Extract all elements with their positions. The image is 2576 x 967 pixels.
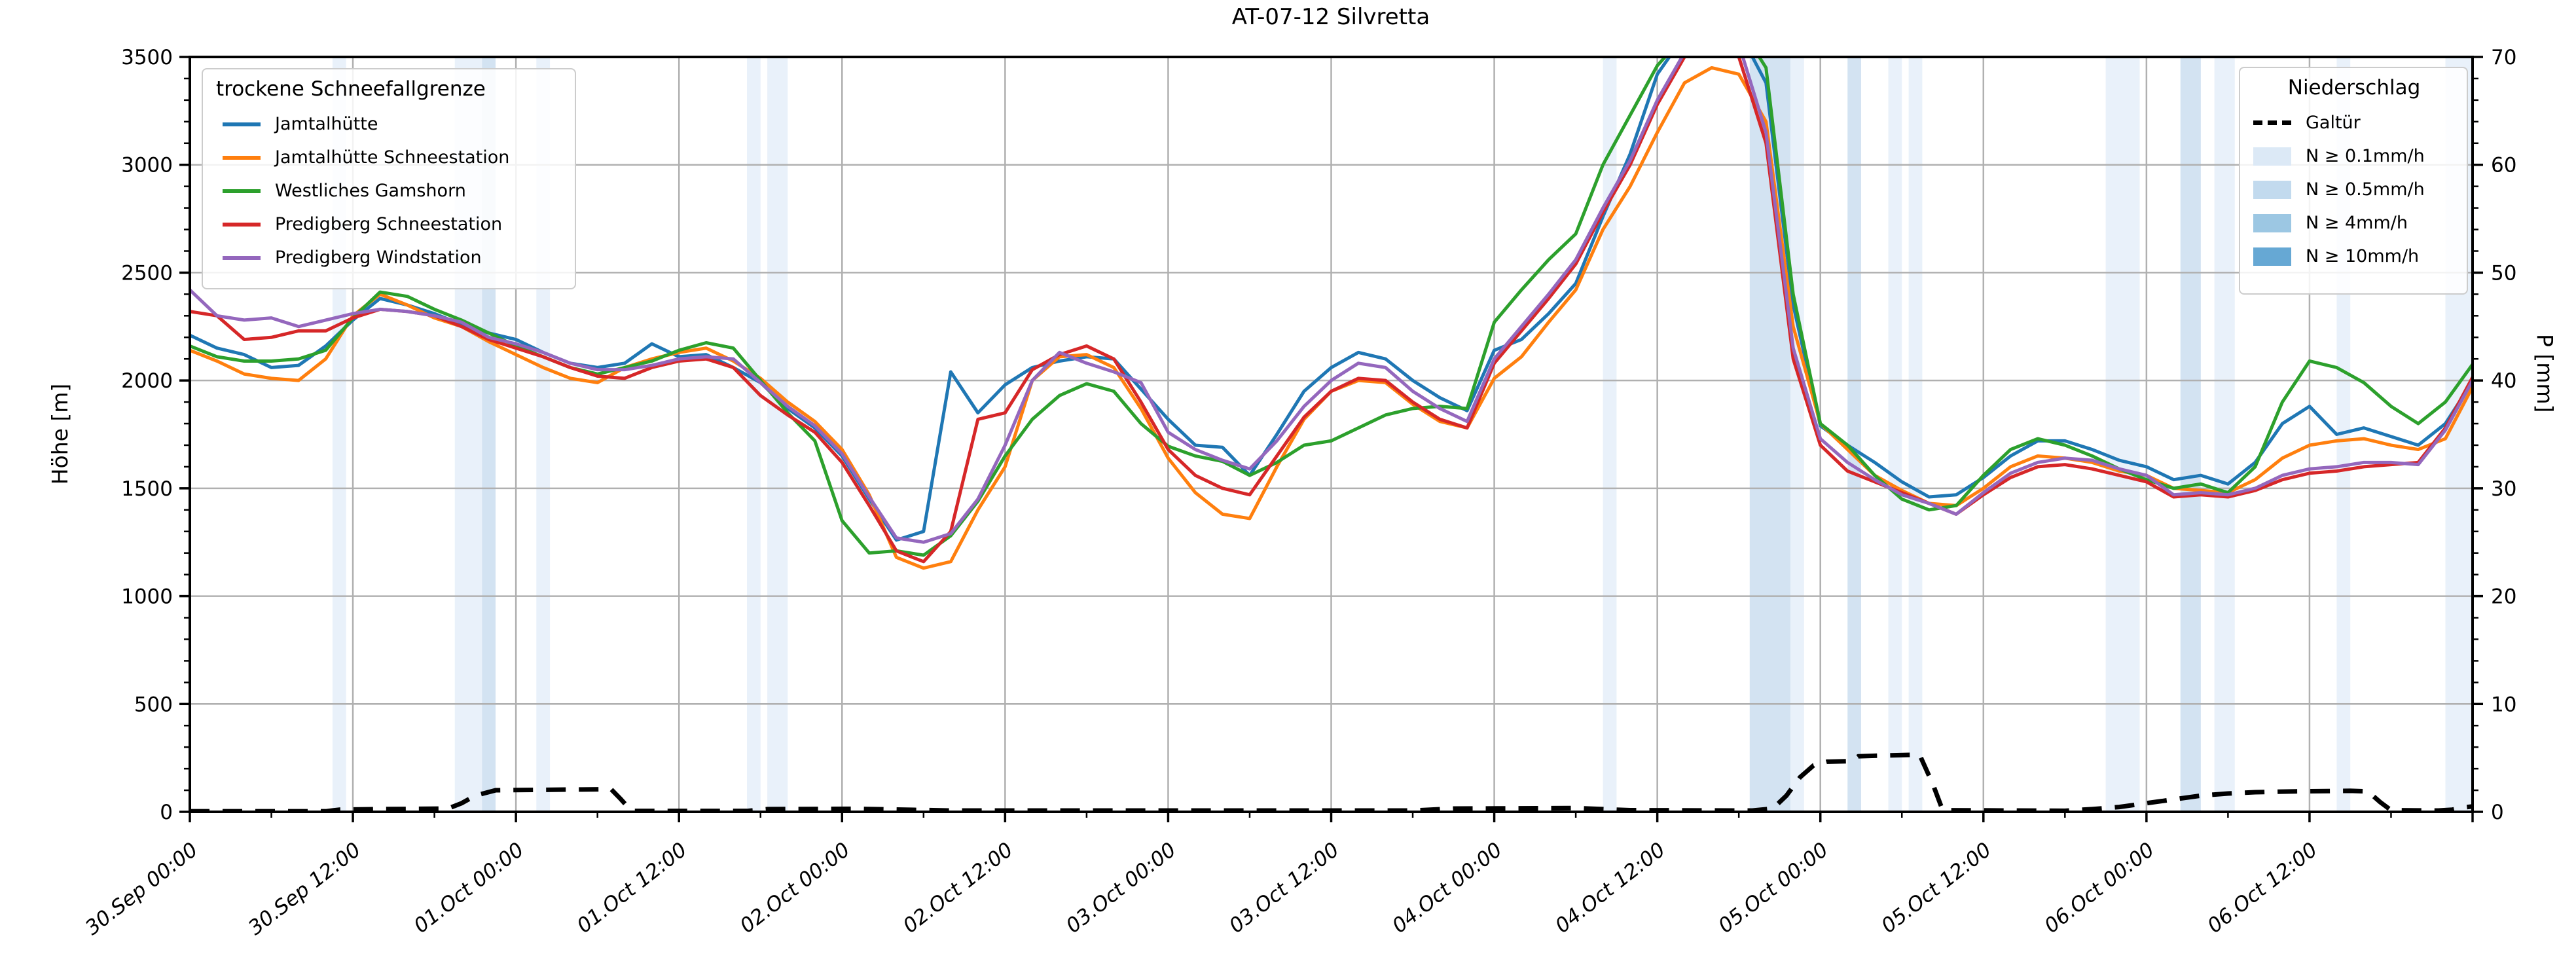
precip-band <box>1908 57 1923 812</box>
legend-item-galtuer: Galtür <box>2252 106 2455 139</box>
legend-item-westliches-gamshorn: Westliches Gamshorn <box>215 174 563 208</box>
y-right-tick-label: 40 <box>2491 369 2516 393</box>
y-right-tick-label: 20 <box>2491 585 2516 609</box>
legend-item-n05: N ≥ 0.5mm/h <box>2252 173 2455 206</box>
x-tick-label: 05.Oct 00:00 <box>1714 838 1832 938</box>
legend-snowline-title: trockene Schneefallgrenze <box>216 77 486 101</box>
legend-item-n4: N ≥ 4mm/h <box>2252 206 2455 240</box>
y-axis-label-left: Höhe [m] <box>46 383 73 485</box>
galtuer-precip-line <box>190 752 2473 812</box>
legend-snowline: trockene Schneefallgrenze Jamtalhütte Ja… <box>202 68 576 289</box>
legend-item-jamtalhuette-schneestation: Jamtalhütte Schneestation <box>215 141 563 174</box>
series-line-predigberg-windstation <box>190 57 2473 544</box>
y-right-tick-label: 70 <box>2491 46 2516 69</box>
y-left-tick-label: 3000 <box>121 154 173 177</box>
y-axis-label-right-text: P [mm] <box>2532 334 2558 413</box>
precip-band <box>2214 57 2235 812</box>
x-tick-label: 30.Sep 12:00 <box>244 838 365 940</box>
precip-patch-icon <box>2253 247 2291 266</box>
y-right-tick-label: 10 <box>2491 693 2516 716</box>
x-tick-label: 02.Oct 12:00 <box>899 838 1017 938</box>
legend-item-predigberg-windstation: Predigberg Windstation <box>215 241 563 274</box>
line-sample-icon <box>223 189 261 193</box>
x-tick-label: 05.Oct 12:00 <box>1877 838 1995 938</box>
precip-band <box>2105 57 2140 812</box>
x-tick-label: 01.Oct 12:00 <box>573 838 691 938</box>
precip-patch-icon <box>2253 213 2291 232</box>
precip-band <box>767 57 788 812</box>
precip-band <box>1888 57 1902 812</box>
x-tick-label: 04.Oct 00:00 <box>1388 838 1506 938</box>
chart-title: AT-07-12 Silvretta <box>1231 4 1430 30</box>
y-left-tick-label: 2500 <box>121 261 173 285</box>
y-left-tick-label: 3500 <box>121 46 173 69</box>
y-right-tick-label: 0 <box>2491 801 2504 824</box>
legend-item-n01: N ≥ 0.1mm/h <box>2252 139 2455 173</box>
legend-item-jamtalhuette: Jamtalhütte <box>215 107 563 141</box>
precip-band <box>1847 57 1861 812</box>
y-right-tick-label: 50 <box>2491 261 2516 285</box>
y-axis-label-right: P [mm] <box>2532 334 2571 543</box>
line-sample-icon <box>223 255 261 260</box>
x-tick-label: 02.Oct 00:00 <box>736 838 854 938</box>
legend-precipitation: Niederschlag Galtür N ≥ 0.1mm/h N ≥ 0.5m… <box>2239 67 2468 295</box>
y-left-tick-label: 0 <box>160 801 173 824</box>
legend-item-n10: N ≥ 10mm/h <box>2252 240 2455 273</box>
x-tick-label: 01.Oct 00:00 <box>410 838 528 938</box>
x-tick-label: 06.Oct 12:00 <box>2203 838 2321 938</box>
dashed-line-sample-icon <box>2253 120 2291 125</box>
y-left-tick-label: 1000 <box>121 585 173 609</box>
y-right-tick-label: 30 <box>2491 477 2516 501</box>
precip-band <box>1790 57 1804 812</box>
line-sample-icon <box>223 122 261 126</box>
precip-band <box>2180 57 2201 812</box>
line-sample-icon <box>223 155 261 160</box>
series-line-predigberg-schneestation <box>190 57 2473 564</box>
line-sample-icon <box>223 222 261 227</box>
y-left-tick-label: 1500 <box>121 477 173 501</box>
y-left-tick-label: 2000 <box>121 369 173 393</box>
x-tick-label: 06.Oct 00:00 <box>2040 838 2158 938</box>
precip-band <box>1603 57 1617 812</box>
precip-patch-icon <box>2253 180 2291 199</box>
y-right-tick-label: 60 <box>2491 154 2516 177</box>
x-tick-label: 30.Sep 00:00 <box>81 838 202 940</box>
y-left-tick-label: 500 <box>134 693 173 716</box>
x-tick-label: 04.Oct 12:00 <box>1551 838 1669 938</box>
legend-item-predigberg-schneestation: Predigberg Schneestation <box>215 208 563 241</box>
precip-band <box>746 57 761 812</box>
x-tick-label: 03.Oct 12:00 <box>1225 838 1343 938</box>
x-tick-label: 03.Oct 00:00 <box>1062 838 1180 938</box>
legend-precipitation-title: Niederschlag <box>2287 76 2421 100</box>
precip-patch-icon <box>2253 147 2291 166</box>
